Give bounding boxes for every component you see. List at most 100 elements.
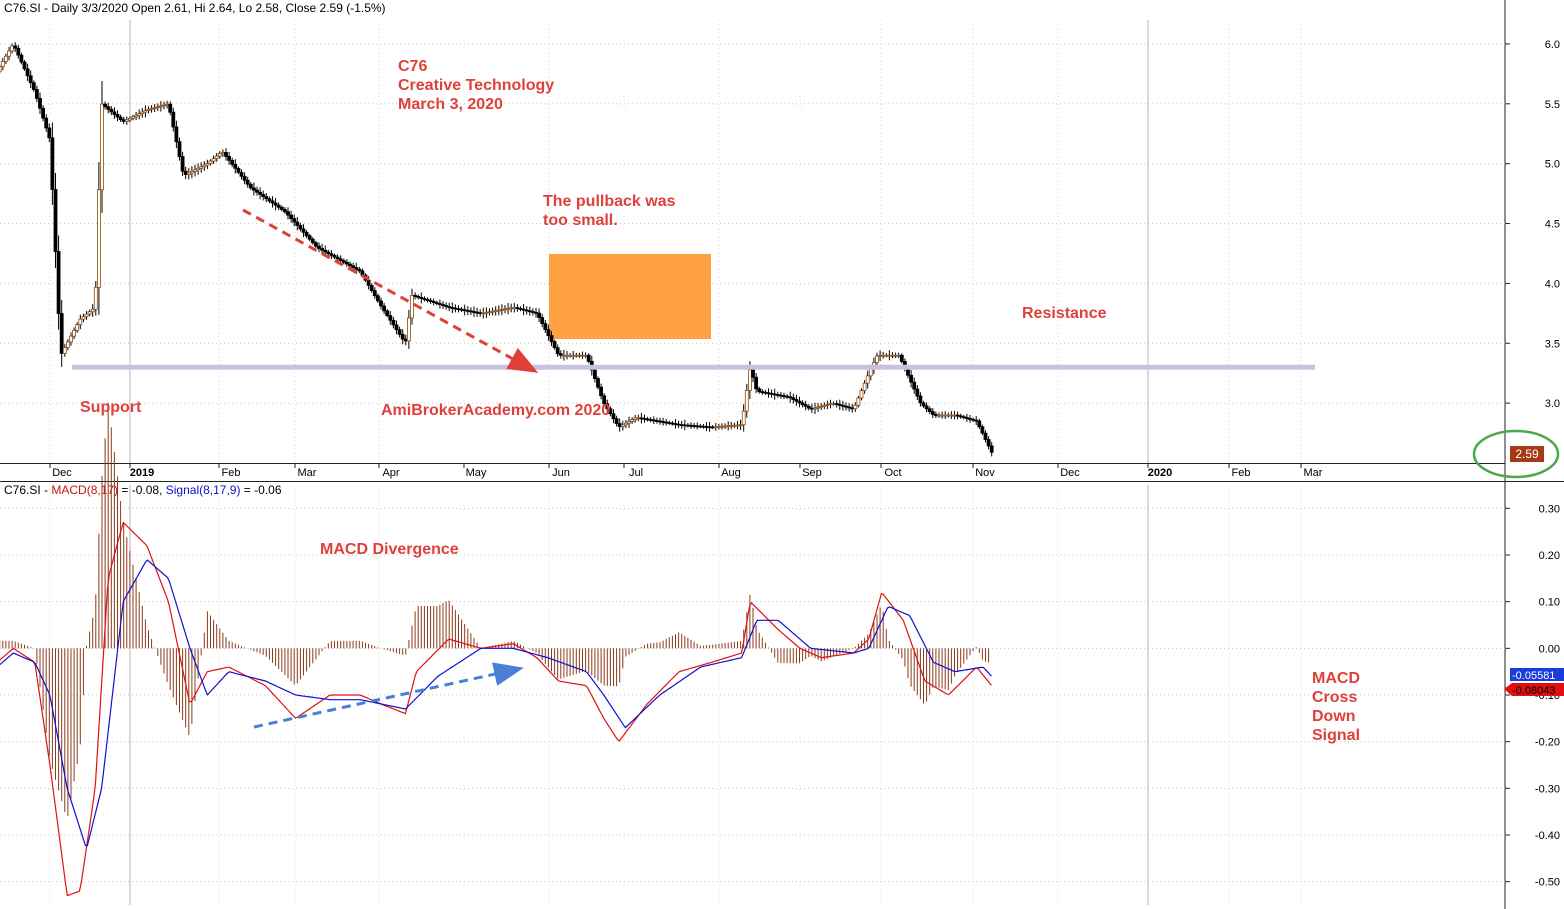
- candle-body: [577, 354, 582, 357]
- candle-body: [146, 108, 151, 111]
- signal-value-label: -0.05581: [1512, 670, 1555, 682]
- cross-note-line1: MACD: [1312, 670, 1360, 687]
- candle-body: [515, 307, 520, 310]
- candle-body: [295, 221, 300, 226]
- candle-body: [844, 405, 848, 408]
- macd-tick-label: -0.20: [1535, 737, 1560, 749]
- candle-body: [853, 404, 858, 410]
- candle-body: [521, 308, 526, 311]
- candle-body: [930, 411, 935, 415]
- candle-body: [580, 354, 585, 357]
- candle-body: [692, 425, 696, 427]
- candle-body: [100, 103, 104, 191]
- candle-body: [611, 413, 616, 420]
- candle-body: [958, 415, 963, 418]
- support-label: Support: [80, 399, 142, 416]
- date-tick-label: Dec: [1060, 467, 1080, 479]
- candle-body: [425, 299, 430, 301]
- candle-body: [199, 166, 204, 169]
- price-tick-label: 5.0: [1545, 159, 1560, 171]
- candle-body: [924, 405, 929, 410]
- candle-body: [0, 61, 5, 67]
- candle-body: [453, 307, 458, 310]
- candle-body: [707, 426, 712, 429]
- candle-body: [310, 238, 315, 244]
- cross-note-line2: Cross: [1312, 689, 1357, 706]
- macd-header: C76.SI - MACD(8,17) = -0.08, Signal(8,17…: [4, 483, 282, 497]
- candle-body: [503, 308, 507, 311]
- candle-body: [679, 424, 684, 426]
- candle-body: [103, 103, 107, 108]
- macd-uptrend-arrow: [253, 662, 524, 729]
- candle-body: [233, 163, 238, 169]
- candle-body: [636, 417, 641, 420]
- candle-body: [53, 189, 58, 252]
- macd-divergence-label: MACD Divergence: [320, 541, 459, 558]
- candle-body: [974, 419, 979, 422]
- company-code: C76: [398, 58, 427, 75]
- candle-body: [971, 418, 975, 421]
- candle-body: [670, 422, 675, 425]
- candle-body: [211, 158, 216, 162]
- candle-body: [664, 421, 669, 424]
- candle-body: [434, 302, 439, 304]
- candle-body: [921, 402, 926, 407]
- candle-body: [62, 347, 67, 354]
- candle-body: [193, 169, 197, 172]
- candle-body: [124, 119, 129, 122]
- candle-body: [258, 191, 262, 195]
- candle-body: [754, 376, 758, 390]
- candle-body: [819, 405, 824, 408]
- candle-body: [208, 160, 213, 164]
- candle-body: [940, 414, 944, 417]
- candle-body: [338, 258, 343, 261]
- candle-body: [772, 393, 777, 396]
- candle-body: [217, 153, 222, 157]
- candle-body: [279, 206, 284, 210]
- candle-body: [884, 354, 889, 357]
- macd-tick-label: 0.30: [1539, 503, 1560, 515]
- candle-body: [794, 399, 799, 402]
- candle-body: [465, 309, 470, 312]
- candle-body: [112, 111, 117, 115]
- candle-body: [689, 424, 693, 427]
- candle-body: [571, 354, 576, 357]
- candle-body: [25, 68, 30, 77]
- candle-body: [152, 107, 157, 110]
- candle-body: [840, 404, 845, 407]
- candle-body: [893, 354, 898, 357]
- candle-body: [137, 113, 142, 116]
- candle-body: [165, 103, 169, 106]
- candle-body: [788, 396, 793, 399]
- candle-body: [909, 374, 913, 383]
- candle-body: [10, 45, 14, 52]
- candle-body: [785, 395, 789, 398]
- candle-body: [937, 414, 941, 417]
- candle-body: [676, 423, 681, 426]
- candle-body: [617, 423, 622, 427]
- candle-body: [915, 388, 920, 397]
- candle-body: [93, 286, 98, 310]
- candle-body: [472, 311, 476, 313]
- candle-body: [236, 167, 241, 173]
- candle-body: [726, 425, 731, 428]
- macd-value-label: -0.08043: [1512, 685, 1555, 697]
- candle-body: [723, 425, 727, 428]
- candle-body: [230, 160, 235, 165]
- candle-body: [695, 425, 700, 428]
- macd-tick-label: 0.20: [1539, 550, 1560, 562]
- candle-body: [341, 260, 346, 263]
- candle-body: [778, 394, 783, 397]
- candle-body: [797, 400, 802, 404]
- candle-body: [59, 313, 64, 354]
- candle-body: [989, 445, 994, 453]
- candle-body: [868, 368, 873, 377]
- candle-body: [865, 375, 870, 384]
- candle-body: [741, 410, 746, 426]
- candlestick-series: [0, 42, 994, 457]
- candle-body: [413, 294, 417, 297]
- chart-date: March 3, 2020: [398, 96, 503, 113]
- candle-body: [403, 338, 408, 342]
- candle-body: [543, 323, 548, 330]
- candle-body: [961, 416, 966, 419]
